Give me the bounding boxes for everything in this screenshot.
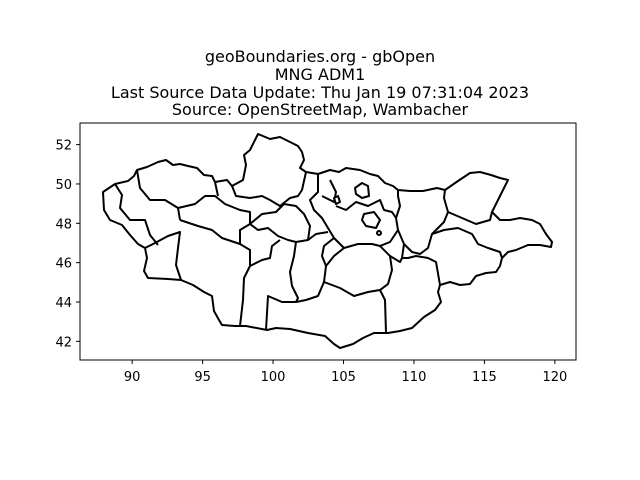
x-tick-label: 105 <box>331 370 356 385</box>
boundary-center-6 <box>295 174 335 303</box>
y-tick-label: 52 <box>55 139 72 154</box>
boundary-east-2 <box>323 281 387 334</box>
y-tick-label: 44 <box>55 296 72 311</box>
enclave-ulaanbaatar <box>361 211 381 229</box>
admin-boundaries <box>102 133 553 349</box>
boundary-east-1 <box>333 190 401 249</box>
boundary-center-5 <box>265 241 299 331</box>
boundary-east-7 <box>431 227 503 259</box>
axes-frame <box>79 122 577 361</box>
boundary-west-1 <box>114 183 159 246</box>
boundary-center-3 <box>249 203 311 243</box>
x-tick-label: 110 <box>402 370 427 385</box>
x-axis: 90 95 100 105 110 115 120 <box>124 360 567 385</box>
y-tick-label: 42 <box>55 335 72 350</box>
boundary-east-5 <box>397 189 449 255</box>
x-tick-label: 100 <box>261 370 286 385</box>
title-line-3: Last Source Data Update: Thu Jan 19 07:3… <box>110 83 530 102</box>
boundary-west-3 <box>144 231 182 281</box>
y-tick-label: 46 <box>55 257 72 272</box>
boundary-east-4 <box>335 199 397 219</box>
boundary-center-2 <box>231 171 307 207</box>
x-tick-label: 115 <box>472 370 497 385</box>
boundary-east-3 <box>325 245 393 291</box>
enclave-dot <box>376 230 382 236</box>
boundary-east-8 <box>447 211 493 225</box>
title-line-2: MNG ADM1 <box>274 65 366 84</box>
boundary-center-7 <box>307 231 329 241</box>
x-tick-label: 95 <box>194 370 211 385</box>
title-line-4: Source: OpenStreetMap, Wambacher <box>171 100 469 119</box>
enclave-erdenet <box>333 195 341 205</box>
title-line-1: geoBoundaries.org - gbOpen <box>204 47 436 66</box>
boundary-west-2 <box>136 169 181 221</box>
y-tick-label: 50 <box>55 178 72 193</box>
x-tick-label: 90 <box>124 370 141 385</box>
boundary-west-5 <box>177 195 251 244</box>
enclave-darkhan <box>354 182 370 199</box>
x-tick-label: 120 <box>542 370 567 385</box>
y-axis: 42 44 46 48 50 52 <box>55 139 80 350</box>
y-tick-label: 48 <box>55 217 72 232</box>
country-outline <box>102 133 553 349</box>
boundary-center-4 <box>249 239 281 267</box>
boundary-east-9 <box>389 255 403 263</box>
boundary-center-1 <box>214 181 219 197</box>
boundary-west-4 <box>179 219 251 327</box>
